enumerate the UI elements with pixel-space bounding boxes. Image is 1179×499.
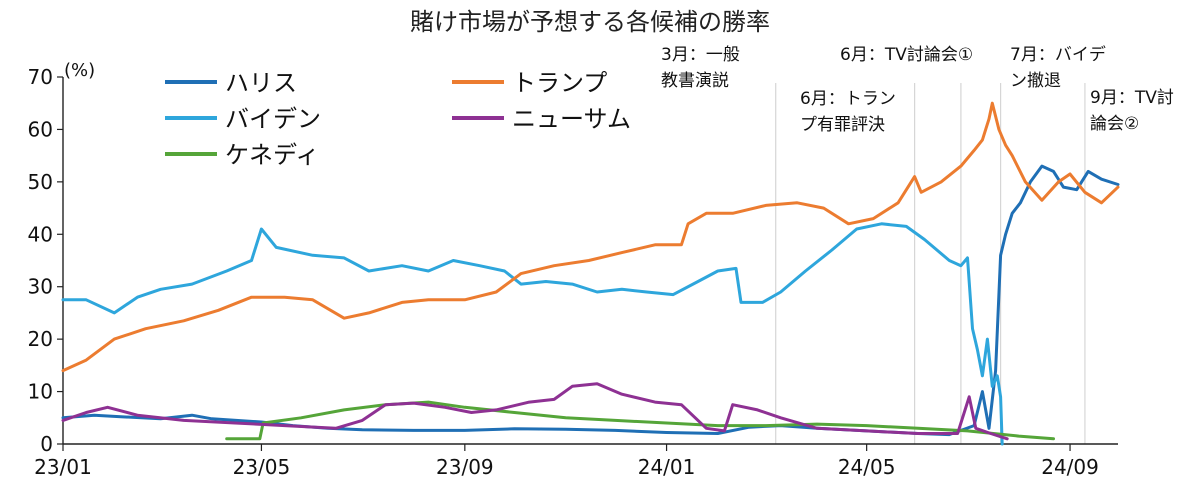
y-tick-label: 10: [28, 380, 53, 404]
y-axis-unit: (%): [64, 60, 95, 81]
x-tick-label: 23/01: [34, 455, 92, 479]
x-tick-label: 23/05: [233, 455, 291, 479]
series-1-line: [61, 222, 1004, 446]
annotation-label: ン撤退: [1010, 71, 1061, 91]
annotation-label: 3月：一般: [661, 45, 740, 65]
annotation-label: 教書演説: [661, 71, 729, 91]
series-2-line: [225, 400, 1055, 441]
legend-label: トランプ: [512, 69, 607, 97]
y-tick-label: 50: [28, 170, 53, 194]
y-tick-label: 0: [40, 432, 53, 456]
y-tick-label: 30: [28, 275, 53, 299]
series-lines: [61, 101, 1120, 446]
x-tick-label: 23/09: [436, 455, 494, 479]
annotation-label: 9月：TV討: [1090, 88, 1174, 108]
annotation-label: 7月：バイデ: [1010, 44, 1106, 65]
y-tick-label: 70: [28, 65, 53, 89]
annotation-label: プ有罪評決: [800, 115, 885, 135]
event-lines: [775, 83, 1086, 444]
legend-label: ケネディ: [225, 141, 319, 169]
annotation-label: 6月：トラン: [800, 89, 896, 109]
y-axis-ticks: 0 10 20 30 40 50 60 70: [28, 65, 63, 456]
series-0-line: [61, 164, 1120, 437]
y-tick-label: 20: [28, 327, 53, 351]
x-axis-ticks: 23/01 23/05 23/09 24/01 24/05 24/09: [34, 444, 1099, 479]
annotation-label: 論会②: [1090, 114, 1139, 134]
legend-label: ニューサム: [512, 105, 631, 133]
x-tick-label: 24/09: [1041, 455, 1099, 479]
y-tick-label: 40: [28, 222, 53, 246]
legend-label: バイデン: [225, 105, 321, 133]
y-tick-label: 60: [28, 117, 53, 141]
chart-title: 賭け市場が予想する各候補の勝率: [410, 8, 770, 36]
annotation-label: 6月：TV討論会①: [840, 45, 973, 65]
series-3-line: [61, 101, 1120, 373]
series-4-line: [61, 382, 1009, 441]
x-tick-label: 24/05: [838, 455, 896, 479]
legend-label: ハリス: [225, 69, 297, 97]
x-tick-label: 24/01: [638, 455, 696, 479]
